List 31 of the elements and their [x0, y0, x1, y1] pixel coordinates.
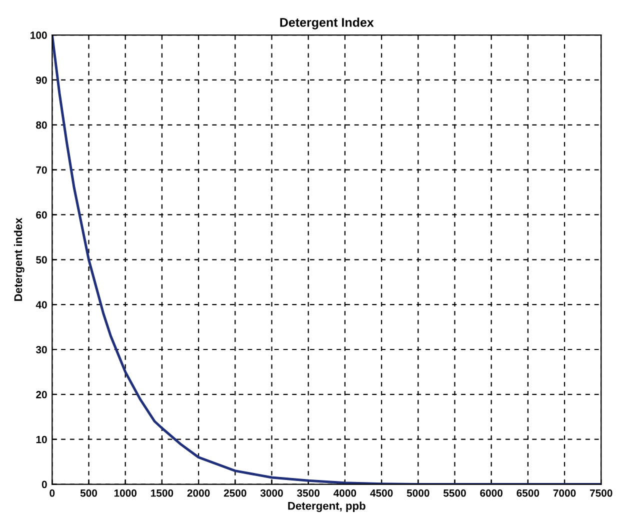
line-series [52, 35, 602, 484]
x-tick-label: 4000 [334, 489, 356, 497]
y-tick-label: 70 [36, 166, 47, 174]
x-tick-label: 6500 [516, 489, 540, 497]
y-tick-label: 60 [36, 211, 47, 219]
y-tick-label: 90 [36, 76, 47, 84]
y-axis-title: Detergent index [14, 218, 24, 301]
y-tick-label: 0 [42, 480, 47, 488]
x-tick-label: 3000 [260, 489, 283, 497]
x-tick-label: 2000 [187, 489, 210, 497]
x-tick-label: 3500 [297, 489, 320, 497]
x-tick-label: 1500 [151, 489, 174, 497]
y-tick-label: 80 [36, 121, 47, 129]
x-tick-label: 500 [80, 489, 98, 497]
y-tick-label: 20 [36, 390, 47, 398]
x-tick-label: 4500 [370, 489, 393, 497]
x-tick-label: 7000 [553, 489, 576, 497]
x-tick-label: 6000 [480, 489, 502, 497]
x-tick-label: 1000 [114, 489, 137, 497]
y-tick-label: 30 [36, 346, 47, 354]
x-tick-label: 7500 [590, 489, 612, 497]
x-tick-label: 5500 [443, 489, 466, 497]
x-tick-label: 5000 [406, 489, 430, 497]
x-axis-title: Detergent, ppb [288, 502, 366, 512]
x-tick-label: 0 [50, 489, 55, 497]
y-tick-label: 100 [30, 32, 47, 39]
y-tick-label: 50 [36, 256, 47, 264]
y-tick-label: 40 [36, 301, 47, 308]
x-tick-label: 2500 [224, 489, 246, 497]
chart-title: Detergent Index [280, 18, 374, 30]
y-tick-label: 10 [36, 436, 47, 444]
